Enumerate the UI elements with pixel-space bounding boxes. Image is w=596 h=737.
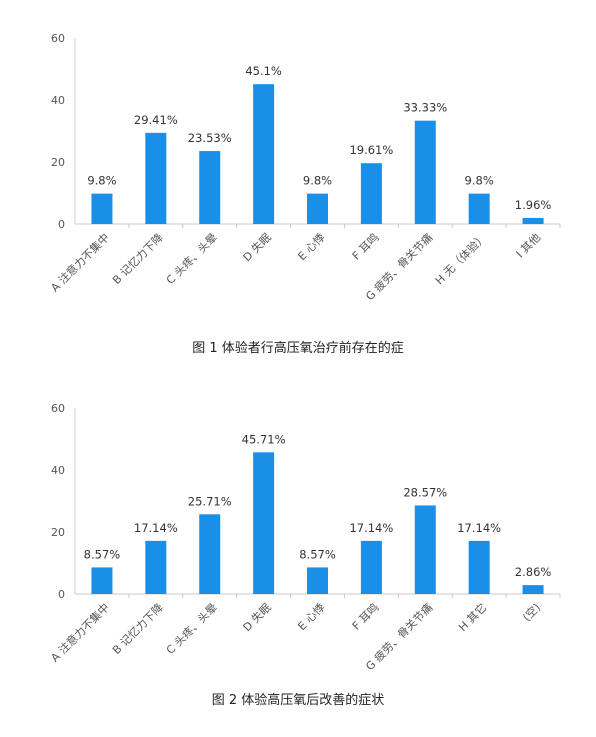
bar (199, 151, 221, 224)
x-category-label: B 记忆力下降 (109, 600, 166, 657)
data-label: 23.53% (188, 131, 232, 145)
bar (307, 193, 328, 224)
y-tick-label: 20 (51, 526, 65, 539)
data-label: 17.14% (349, 521, 393, 535)
x-category-label: C 头疼、头晕 (163, 600, 220, 657)
bar (360, 163, 382, 224)
bar (253, 84, 275, 224)
data-label: 29.41% (134, 113, 178, 127)
x-category-label: I 其他 (514, 231, 544, 261)
bar (199, 514, 221, 594)
data-label: 8.57% (299, 547, 336, 561)
bar (307, 567, 328, 594)
x-category-label: C 头疼、头晕 (163, 230, 220, 287)
data-label: 25.71% (188, 494, 232, 508)
bar (414, 505, 436, 594)
x-category-label: A 注意力不集中 (48, 230, 112, 294)
bar (91, 193, 113, 224)
chart-2-svg: 0 20 40 60 8.57% A 注意力不集中 17.14% B 记忆力下降 25.71% C… (48, 402, 561, 670)
data-label: 17.14% (457, 521, 501, 535)
data-label: 1.96% (515, 198, 552, 212)
chart-2: 0 20 40 60 8.57% A 注意力不集中 17.14% B 记忆力下降 25.71% C… (0, 370, 596, 670)
y-tick-label: 40 (51, 94, 65, 107)
x-category-label: H 无（体验） (432, 230, 489, 287)
data-label: 9.8% (303, 174, 332, 188)
y-tick-label: 60 (51, 32, 65, 45)
x-category-label: E 心悸 (295, 601, 327, 633)
bar (145, 540, 167, 594)
chart-1-caption: 图 1 体验者行高压氧治疗前存在的症 (192, 341, 404, 356)
data-label: 8.57% (84, 547, 121, 561)
x-category-label: B 记忆力下降 (109, 230, 166, 287)
bar (253, 452, 275, 594)
y-tick-label: 40 (51, 464, 65, 477)
x-category-label: D 失眠 (241, 231, 274, 264)
data-label: 17.14% (134, 521, 178, 535)
x-category-label: E 心悸 (295, 231, 327, 263)
y-tick-label: 0 (58, 588, 65, 601)
data-label: 28.57% (403, 485, 447, 499)
bar (522, 217, 544, 224)
bar (145, 132, 167, 224)
chart-2-caption: 图 2 体验高压氧后改善的症状 (211, 693, 385, 708)
data-label: 2.86% (515, 565, 552, 579)
data-label: 45.71% (242, 432, 286, 446)
x-category-label: F 耳鸣 (349, 230, 381, 262)
y-tick-label: 0 (58, 218, 65, 231)
data-label: 45.1% (245, 64, 282, 78)
x-category-label: H 其它 (456, 600, 490, 634)
bar (414, 120, 436, 224)
x-category-label: D 失眠 (241, 601, 274, 634)
x-category-label: F 耳鸣 (349, 600, 381, 632)
x-category-label: (空) (519, 600, 543, 624)
data-label: 9.8% (87, 174, 116, 188)
bar (468, 193, 490, 224)
bar (522, 585, 544, 594)
data-label: 9.8% (465, 174, 494, 188)
chart-1: 0 20 40 60 9.8% A 注意力不集中 29.41% B 记忆力下降 23.53% C … (0, 0, 596, 300)
y-tick-label: 60 (51, 402, 65, 415)
bar (468, 540, 490, 594)
y-tick-label: 20 (51, 156, 65, 169)
bar (360, 540, 382, 594)
data-label: 19.61% (349, 143, 393, 157)
chart-1-svg: 0 20 40 60 9.8% A 注意力不集中 29.41% B 记忆力下降 23.53% C … (48, 32, 561, 300)
data-label: 33.33% (403, 101, 447, 115)
bar (91, 567, 113, 594)
x-category-label: A 注意力不集中 (48, 600, 112, 664)
